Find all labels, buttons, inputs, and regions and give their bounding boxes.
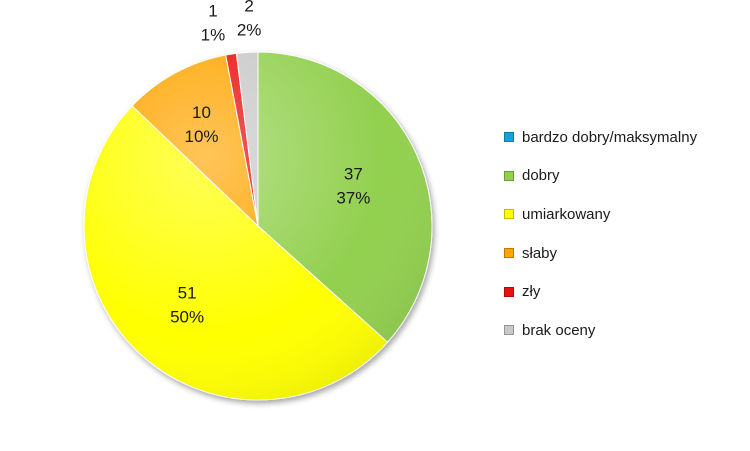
legend-label: słaby bbox=[522, 244, 558, 262]
legend-swatch bbox=[504, 132, 514, 143]
chart-legend: bardzo dobry/maksymalny dobry umiarkowany s… bbox=[504, 118, 697, 350]
data-label-value-brak-oceny: 2 bbox=[244, 0, 253, 16]
legend-swatch bbox=[504, 286, 514, 297]
legend-item-z-y: zły bbox=[504, 272, 697, 311]
data-label-percent-z-y: 1% bbox=[201, 25, 226, 44]
data-label-value-dobry: 37 bbox=[344, 164, 363, 183]
legend-label: umiarkowany bbox=[522, 205, 611, 223]
legend-label: zły bbox=[522, 283, 541, 301]
pie-data-labels: 37 37% 51 50% 10 10% 1 1% 2 2% bbox=[170, 0, 370, 327]
data-label-value-z-y: 1 bbox=[208, 1, 217, 20]
data-label-percent-dobry: 37% bbox=[336, 188, 370, 207]
data-label-value-s-aby: 10 bbox=[192, 103, 211, 122]
legend-swatch bbox=[504, 170, 514, 181]
data-label-percent-s-aby: 10% bbox=[185, 127, 219, 146]
pie-slices bbox=[83, 51, 433, 401]
legend-item-umiarkowany: umiarkowany bbox=[504, 195, 697, 234]
legend-label: bardzo dobry/maksymalny bbox=[522, 128, 698, 146]
legend-item-s-aby: słaby bbox=[504, 234, 697, 273]
data-label-value-umiarkowany: 51 bbox=[178, 284, 197, 303]
legend-label: dobry bbox=[522, 167, 560, 185]
legend-swatch bbox=[504, 209, 514, 220]
legend-item-dobry: dobry bbox=[504, 157, 697, 196]
legend-item-brak-oceny: brak oceny bbox=[504, 311, 697, 350]
legend-item-bardzo-dobry-maksymalny: bardzo dobry/maksymalny bbox=[504, 118, 697, 157]
data-label-percent-umiarkowany: 50% bbox=[170, 308, 204, 327]
data-label-percent-brak-oceny: 2% bbox=[237, 21, 262, 40]
legend-swatch bbox=[504, 325, 514, 336]
legend-label: brak oceny bbox=[522, 321, 596, 339]
legend-swatch bbox=[504, 248, 514, 259]
